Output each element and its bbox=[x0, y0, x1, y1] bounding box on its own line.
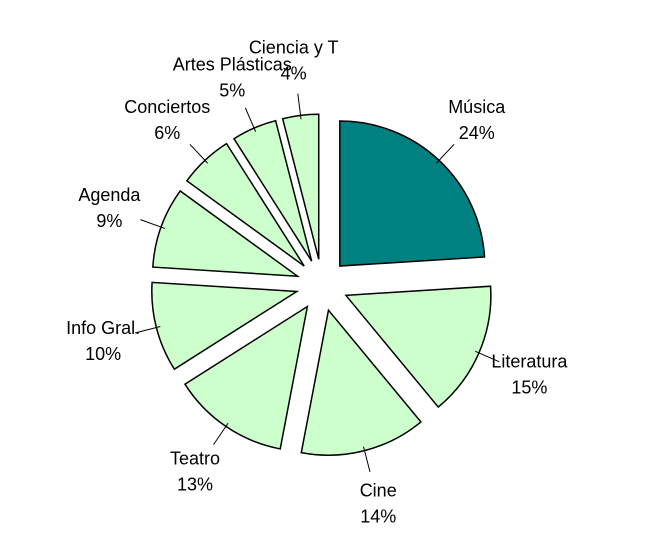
leader-line bbox=[435, 143, 455, 164]
slice-label: Teatro bbox=[170, 449, 220, 469]
leader-line bbox=[244, 107, 257, 132]
slice-label: Música bbox=[448, 97, 506, 117]
slice-value-label: 4% bbox=[281, 64, 307, 84]
slice-value-label: 15% bbox=[511, 378, 547, 398]
slice-label: Artes Plásticas bbox=[173, 54, 292, 74]
slice-value-label: 6% bbox=[154, 123, 180, 143]
slice-value-label: 5% bbox=[219, 80, 245, 100]
leader-line bbox=[475, 350, 500, 363]
leader-line bbox=[140, 219, 166, 229]
leader-line bbox=[297, 93, 302, 120]
leader-line bbox=[134, 326, 161, 334]
slice-label: Conciertos bbox=[124, 97, 210, 117]
slice-value-label: 14% bbox=[360, 507, 396, 527]
leader-line bbox=[189, 143, 209, 164]
slice-value-label: 13% bbox=[177, 475, 213, 495]
slice-label: Cine bbox=[360, 481, 397, 501]
leader-line bbox=[363, 446, 371, 473]
slice-value-label: 24% bbox=[459, 123, 495, 143]
slice-label: Ciencia y T bbox=[249, 38, 339, 58]
slice-value-label: 9% bbox=[96, 211, 122, 231]
slice-value-label: 10% bbox=[85, 344, 121, 364]
slice-label: Info Gral. bbox=[66, 318, 140, 338]
slice-label: Literatura bbox=[491, 352, 568, 372]
slice-label: Agenda bbox=[78, 185, 141, 205]
leader-line bbox=[213, 422, 229, 445]
